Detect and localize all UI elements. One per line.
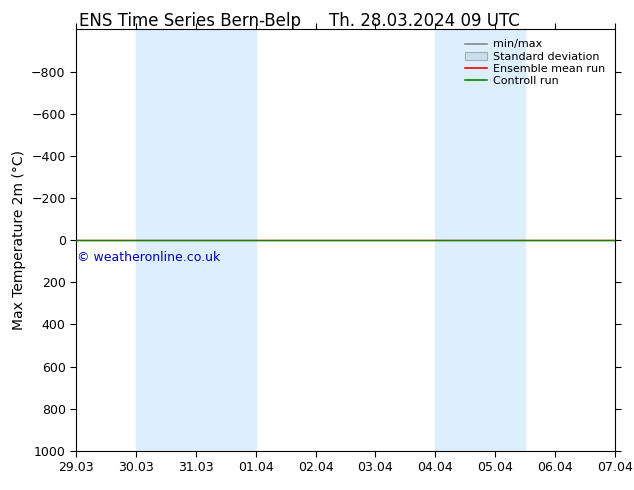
Legend: min/max, Standard deviation, Ensemble mean run, Controll run: min/max, Standard deviation, Ensemble me… xyxy=(460,35,609,91)
Text: ENS Time Series Bern-Belp: ENS Time Series Bern-Belp xyxy=(79,12,301,30)
Text: © weatheronline.co.uk: © weatheronline.co.uk xyxy=(77,251,220,264)
Text: Th. 28.03.2024 09 UTC: Th. 28.03.2024 09 UTC xyxy=(330,12,520,30)
Y-axis label: Max Temperature 2m (°C): Max Temperature 2m (°C) xyxy=(11,150,25,330)
Bar xyxy=(136,29,256,451)
Bar xyxy=(436,29,525,451)
